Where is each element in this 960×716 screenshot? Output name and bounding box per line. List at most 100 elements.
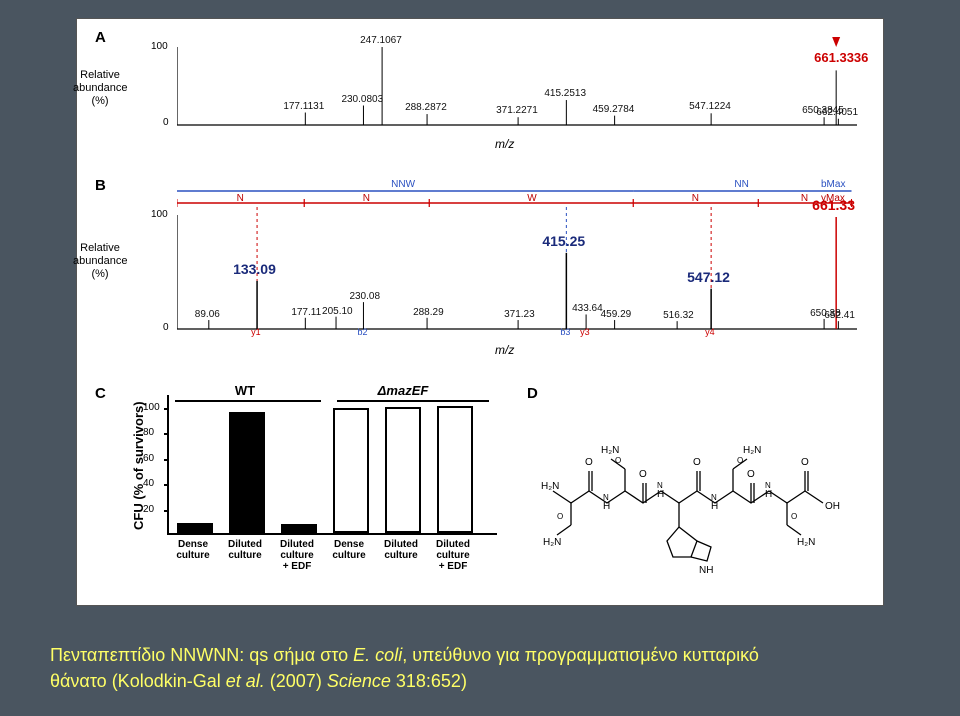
bar: [437, 406, 473, 533]
peak-label: 547.1224: [689, 101, 731, 112]
svg-text:O: O: [639, 469, 647, 480]
frag-label: NNW: [391, 179, 415, 190]
frag-residue-label: W: [527, 193, 536, 204]
bar: [281, 524, 317, 533]
svg-text:H: H: [765, 489, 772, 500]
ytick: 100: [143, 402, 160, 413]
peak-label: 230.0803: [341, 94, 383, 105]
svg-text:H₂N: H₂N: [797, 537, 815, 548]
ytick: 20: [143, 504, 154, 515]
ion-label: b2: [357, 327, 367, 337]
frag-label: NN: [734, 179, 748, 190]
ylabel-text: Relative: [80, 69, 120, 81]
peak-label: 415.2513: [544, 88, 586, 99]
panel-c: C CFU (% of survivors) 20406080100 WT Δm…: [95, 385, 515, 595]
ylabel-text: (%): [91, 268, 108, 280]
figure-caption: Πενταπεπτίδιο NNWNN: qs σήμα στο E. coli…: [50, 642, 910, 694]
ytick: 0: [163, 117, 169, 128]
frag-residue-label: N: [692, 193, 699, 204]
peak-label: 177.1131: [283, 101, 324, 112]
panel-b-xlabel: m/z: [495, 343, 514, 357]
svg-text:H₂N: H₂N: [601, 445, 619, 456]
panel-d: D H₂N: [527, 385, 867, 595]
bar-xlabel: Denseculture: [327, 539, 371, 561]
peak-label: 288.29: [413, 307, 444, 318]
ytick: 80: [143, 427, 154, 438]
peak-label: 133.09: [233, 261, 276, 277]
figure-container: A Relative abundance (%) 100 0 177.1131 2…: [76, 18, 884, 606]
svg-text:O: O: [585, 457, 593, 468]
svg-text:N: N: [711, 493, 717, 502]
legend-bmax: bMax: [821, 179, 845, 190]
svg-text:H: H: [603, 501, 610, 512]
peak-label: 205.10: [322, 306, 353, 317]
ytick: 100: [151, 41, 168, 52]
panel-a-xlabel: m/z: [495, 137, 514, 151]
caption-text: , υπεύθυνο για προγραμματισμένο κυτταρικ…: [402, 645, 759, 665]
svg-text:N: N: [603, 493, 609, 502]
svg-text:H: H: [657, 489, 664, 500]
bar: [177, 523, 213, 533]
peak-label: 459.2784: [593, 104, 635, 115]
peak-label: 516.32: [663, 310, 694, 321]
peak-label: 661.3336: [814, 50, 868, 65]
peak-label: 247.1067: [360, 35, 402, 46]
molecule-structure: H₂N O O O O O OH HN HN HN HN H₂N H₂N H₂N…: [539, 413, 859, 583]
frag-residue-label: N: [363, 193, 370, 204]
frag-residue-label: N: [801, 193, 808, 204]
svg-text:NH: NH: [699, 565, 713, 576]
panel-a-label: A: [95, 29, 106, 46]
ylabel-text: (%): [91, 95, 108, 107]
ytick: 40: [143, 478, 154, 489]
svg-text:O: O: [747, 469, 755, 480]
peak-label: 230.08: [349, 291, 380, 302]
panel-b-label: B: [95, 177, 106, 194]
panel-a: A Relative abundance (%) 100 0 177.11312…: [95, 29, 867, 159]
peak-label: 662.4051: [816, 107, 858, 118]
frag-residue-label: N: [237, 193, 244, 204]
svg-text:O: O: [791, 512, 797, 521]
caption-italic: et al.: [226, 671, 265, 691]
panel-c-label: C: [95, 385, 106, 402]
peak-label: 547.12: [687, 269, 730, 285]
peak-label: 433.64: [572, 303, 603, 314]
peak-label: 652.41: [824, 310, 855, 321]
caption-journal: Science: [327, 671, 391, 691]
bar-xlabel: Dilutedculture+ EDF: [431, 539, 475, 572]
peak-label: 371.2271: [496, 105, 538, 116]
ytick: 100: [151, 209, 168, 220]
ylabel-text: abundance: [73, 82, 127, 94]
ion-label: y4: [705, 327, 715, 337]
ylabel-text: abundance: [73, 255, 127, 267]
svg-text:O: O: [737, 456, 743, 465]
svg-text:O: O: [615, 456, 621, 465]
svg-text:H₂N: H₂N: [543, 537, 561, 548]
ion-label: b3: [560, 327, 570, 337]
peak-label: 415.25: [542, 233, 585, 249]
panel-c-plot: 20406080100: [167, 395, 497, 535]
caption-text: 318:652): [391, 671, 467, 691]
ylabel-text: Relative: [80, 242, 120, 254]
svg-text:O: O: [557, 512, 563, 521]
bar-xlabel: Dilutedculture: [379, 539, 423, 561]
bar-xlabel: Dilutedculture: [223, 539, 267, 561]
caption-text: θάνατο (Kolodkin-Gal: [50, 671, 226, 691]
peak-label: 371.23: [504, 309, 535, 320]
bar: [229, 412, 265, 533]
panel-a-plot: 100 0 177.1131230.0803247.1067288.287237…: [177, 37, 857, 133]
caption-italic: E. coli: [353, 645, 402, 665]
ytick: 60: [143, 453, 154, 464]
svg-text:N: N: [765, 481, 771, 490]
panel-b-ylabel: Relative abundance (%): [73, 242, 127, 282]
panel-a-ylabel: Relative abundance (%): [73, 69, 127, 109]
svg-text:H: H: [711, 501, 718, 512]
peak-label: 459.29: [601, 309, 632, 320]
group-lines: [167, 395, 497, 407]
bar: [385, 407, 421, 533]
bar-xlabel: Dilutedculture+ EDF: [275, 539, 319, 572]
panel-d-label: D: [527, 385, 538, 402]
spectrum-a-svg: [177, 37, 857, 133]
ion-label: y3: [580, 327, 590, 337]
svg-text:O: O: [801, 457, 809, 468]
ytick: 0: [163, 322, 169, 333]
